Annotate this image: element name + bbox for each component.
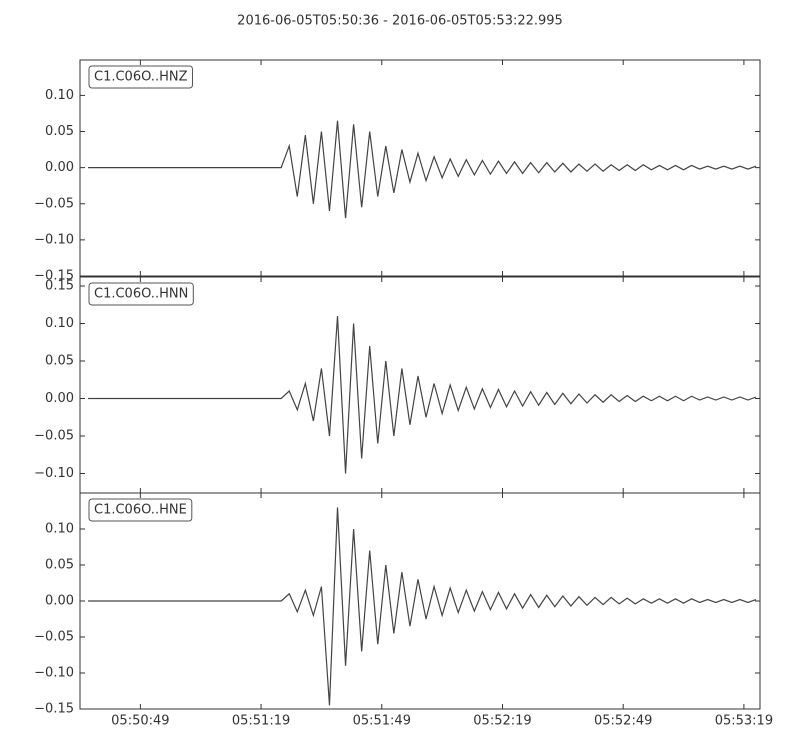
y-tick-label: 0.05 bbox=[45, 354, 74, 369]
y-tick-label: −0.05 bbox=[34, 630, 74, 645]
chart-title: 2016-06-05T05:50:36 - 2016-06-05T05:53:2… bbox=[237, 14, 563, 29]
waveform bbox=[88, 507, 757, 706]
y-tick-label: −0.10 bbox=[34, 466, 74, 481]
y-tick-label: 0.00 bbox=[45, 160, 74, 175]
y-tick-label: 0.10 bbox=[45, 316, 74, 331]
y-tick-label: −0.15 bbox=[34, 269, 74, 284]
y-tick-label: −0.15 bbox=[34, 702, 74, 717]
panel-label-box bbox=[88, 498, 193, 522]
y-tick-label: 0.10 bbox=[45, 88, 74, 103]
x-tick-label: 05:52:19 bbox=[473, 714, 531, 729]
y-tick-label: −0.10 bbox=[34, 666, 74, 681]
panel-label: C1.C06O..HNE bbox=[94, 503, 187, 518]
panel-label-box bbox=[88, 282, 194, 306]
x-tick-label: 05:52:49 bbox=[594, 714, 652, 729]
y-tick-label: −0.05 bbox=[34, 429, 74, 444]
y-tick-label: −0.10 bbox=[34, 232, 74, 247]
x-tick-label: 05:51:19 bbox=[232, 714, 290, 729]
y-tick-label: 0.00 bbox=[45, 594, 74, 609]
y-tick-label: 0.15 bbox=[45, 279, 74, 294]
y-tick-label: 0.10 bbox=[45, 522, 74, 537]
waveform bbox=[88, 315, 757, 474]
y-tick-label: 0.05 bbox=[45, 124, 74, 139]
x-tick-label: 05:50:49 bbox=[111, 714, 169, 729]
y-tick-label: −0.05 bbox=[34, 196, 74, 211]
panel-label: C1.C06O..HNN bbox=[94, 287, 188, 302]
panel-label-box bbox=[88, 65, 193, 89]
panel-frame bbox=[79, 59, 761, 277]
y-tick-label: 0.05 bbox=[45, 558, 74, 573]
panel-label: C1.C06O..HNZ bbox=[94, 70, 188, 85]
panel-frame bbox=[79, 492, 761, 710]
waveform bbox=[88, 120, 757, 219]
x-tick-label: 05:51:49 bbox=[353, 714, 411, 729]
x-tick-label: 05:53:19 bbox=[715, 714, 773, 729]
y-tick-label: 0.00 bbox=[45, 391, 74, 406]
